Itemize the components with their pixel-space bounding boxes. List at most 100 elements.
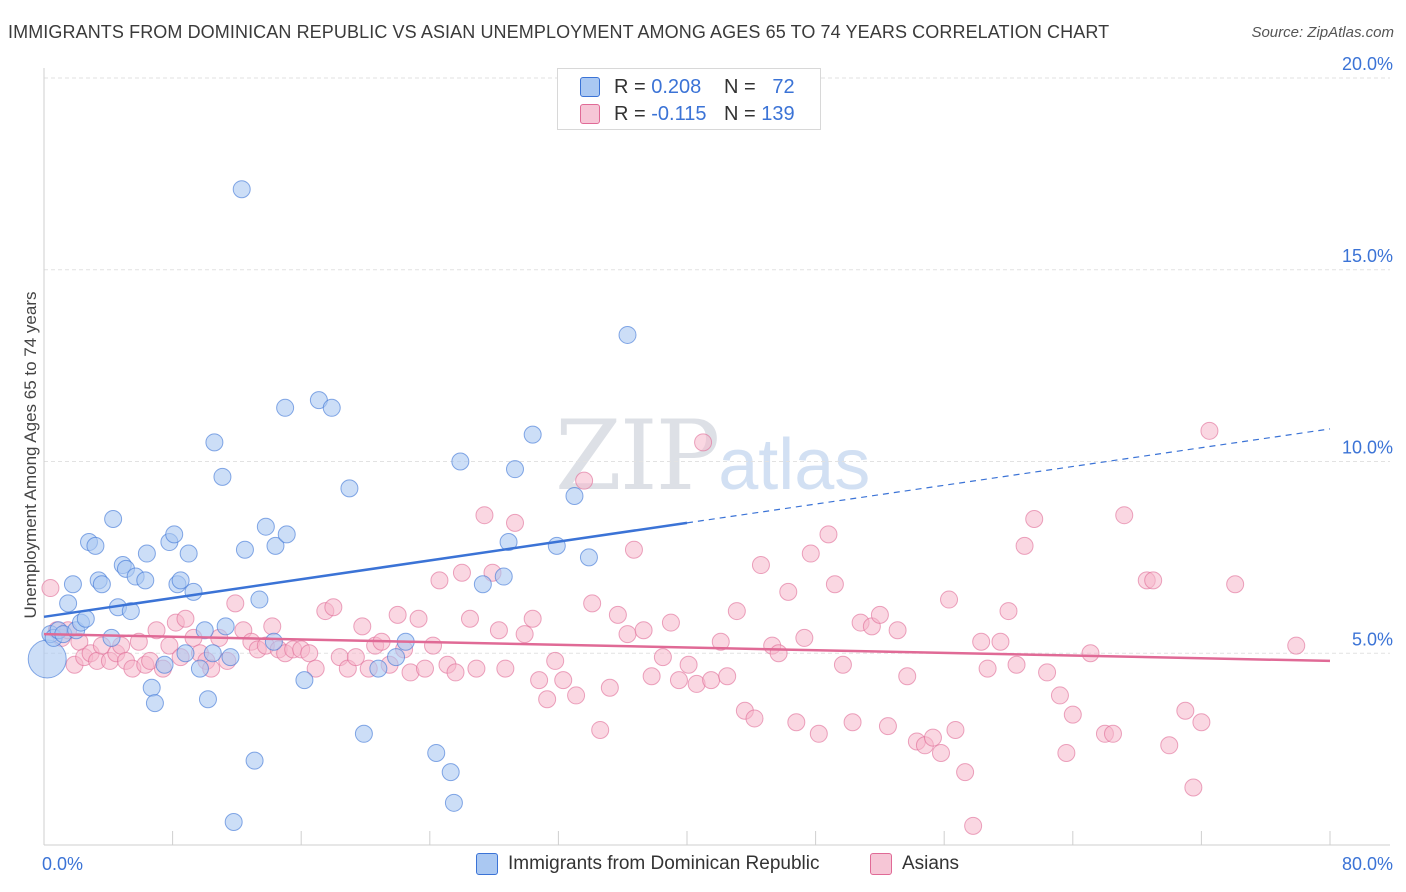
dominican-point: [213, 467, 232, 486]
asians-point: [833, 655, 852, 674]
asians-point: [878, 717, 897, 736]
dominican-point: [473, 575, 492, 594]
asians-point: [653, 648, 672, 667]
asians-point: [1200, 421, 1219, 440]
asians-point: [430, 571, 449, 590]
asians-point: [809, 724, 828, 743]
asians-point: [467, 659, 486, 678]
asians-point: [147, 621, 166, 640]
asians-point: [1063, 705, 1082, 724]
asians-point: [515, 625, 534, 644]
asians-point: [727, 602, 746, 621]
asians-point: [978, 659, 997, 678]
legend-swatch-pink: [580, 104, 600, 124]
grid-lines: [44, 77, 1390, 654]
asians-point: [1192, 713, 1211, 732]
asians-point: [801, 544, 820, 563]
dominican-points: [27, 180, 637, 831]
dominican-point: [618, 325, 637, 344]
asians-point: [306, 659, 325, 678]
dominican-point: [266, 536, 285, 555]
asians-point: [324, 598, 343, 617]
asians-point: [679, 655, 698, 674]
dominican-point: [444, 793, 463, 812]
dominican-point: [104, 510, 123, 529]
dominican-point: [137, 544, 156, 563]
asians-point: [129, 632, 148, 651]
tick-labels: 5.0% 10.0% 15.0% 20.0% 0.0% 80.0%: [42, 54, 1393, 874]
dominican-point: [179, 544, 198, 563]
asians-point: [1081, 644, 1100, 663]
asians-point: [591, 720, 610, 739]
asians-point: [819, 525, 838, 544]
asians-point: [745, 709, 764, 728]
dominican-point: [322, 398, 341, 417]
asians-point: [718, 667, 737, 686]
asians-point: [226, 594, 245, 613]
asians-point: [669, 671, 688, 690]
asians-point: [888, 621, 907, 640]
watermark-atlas: atlas: [718, 425, 871, 505]
asians-point: [567, 686, 586, 705]
asians-point: [769, 644, 788, 663]
asians-point: [898, 667, 917, 686]
asians-point: [583, 594, 602, 613]
asians-point: [353, 617, 372, 636]
dominican-point: [121, 602, 140, 621]
asians-point: [661, 613, 680, 632]
dominican-point: [427, 743, 446, 762]
dominican-point: [102, 628, 121, 647]
asians-point: [642, 667, 661, 686]
dominican-point: [142, 678, 161, 697]
chart-title: IMMIGRANTS FROM DOMINICAN REPUBLIC VS AS…: [8, 22, 1110, 42]
dominican-point: [354, 724, 373, 743]
y-tick-label: 5.0%: [1352, 629, 1393, 649]
asians-point: [999, 602, 1018, 621]
asians-point: [608, 605, 627, 624]
y-axis-label: Unemployment Among Ages 65 to 74 years: [21, 291, 40, 619]
legend-row-dominican: R = 0.208 N = 72: [580, 74, 795, 100]
axes: [43, 68, 1390, 846]
legend-item-asians[interactable]: Asians: [870, 853, 959, 875]
asians-point: [346, 648, 365, 667]
trend-lines: [43, 428, 1331, 663]
asians-point: [795, 628, 814, 647]
legend-item-dominican[interactable]: Immigrants from Dominican Republic: [476, 853, 820, 875]
asians-trend: [43, 632, 1331, 663]
dominican-point: [256, 517, 275, 536]
asians-point: [523, 609, 542, 628]
asians-point: [923, 728, 942, 747]
x-tick-label: 80.0%: [1342, 854, 1393, 874]
asians-point: [1103, 724, 1122, 743]
asians-point: [751, 556, 770, 575]
legend-swatch-blue: [476, 853, 498, 875]
asians-point: [452, 563, 471, 582]
asians-point: [505, 513, 524, 532]
n-label: N =: [724, 102, 756, 125]
r-value: -0.115: [651, 102, 707, 125]
asians-point: [624, 540, 643, 559]
dominican-point: [505, 460, 524, 479]
asians-point: [1007, 655, 1026, 674]
asians-point: [300, 644, 319, 663]
asians-point: [1115, 506, 1134, 525]
asians-point: [1287, 636, 1306, 655]
n-value: 72: [772, 75, 795, 98]
r-label: R =: [614, 102, 646, 125]
series-legend: Immigrants from Dominican Republic Asian…: [0, 850, 1406, 880]
dominican-point: [250, 590, 269, 609]
dominican-point: [224, 812, 243, 831]
dominican-point: [155, 655, 174, 674]
y-tick-label: 10.0%: [1342, 438, 1393, 458]
asians-point: [991, 632, 1010, 651]
dominican-point: [92, 575, 111, 594]
asians-point: [694, 433, 713, 452]
dominican-trend-dashed: [686, 428, 1331, 524]
legend-swatch-pink: [870, 853, 892, 875]
asians-point: [940, 590, 959, 609]
dominican-point: [145, 694, 164, 713]
dominican-point: [165, 525, 184, 544]
asians-point: [530, 671, 549, 690]
asians-point: [538, 690, 557, 709]
